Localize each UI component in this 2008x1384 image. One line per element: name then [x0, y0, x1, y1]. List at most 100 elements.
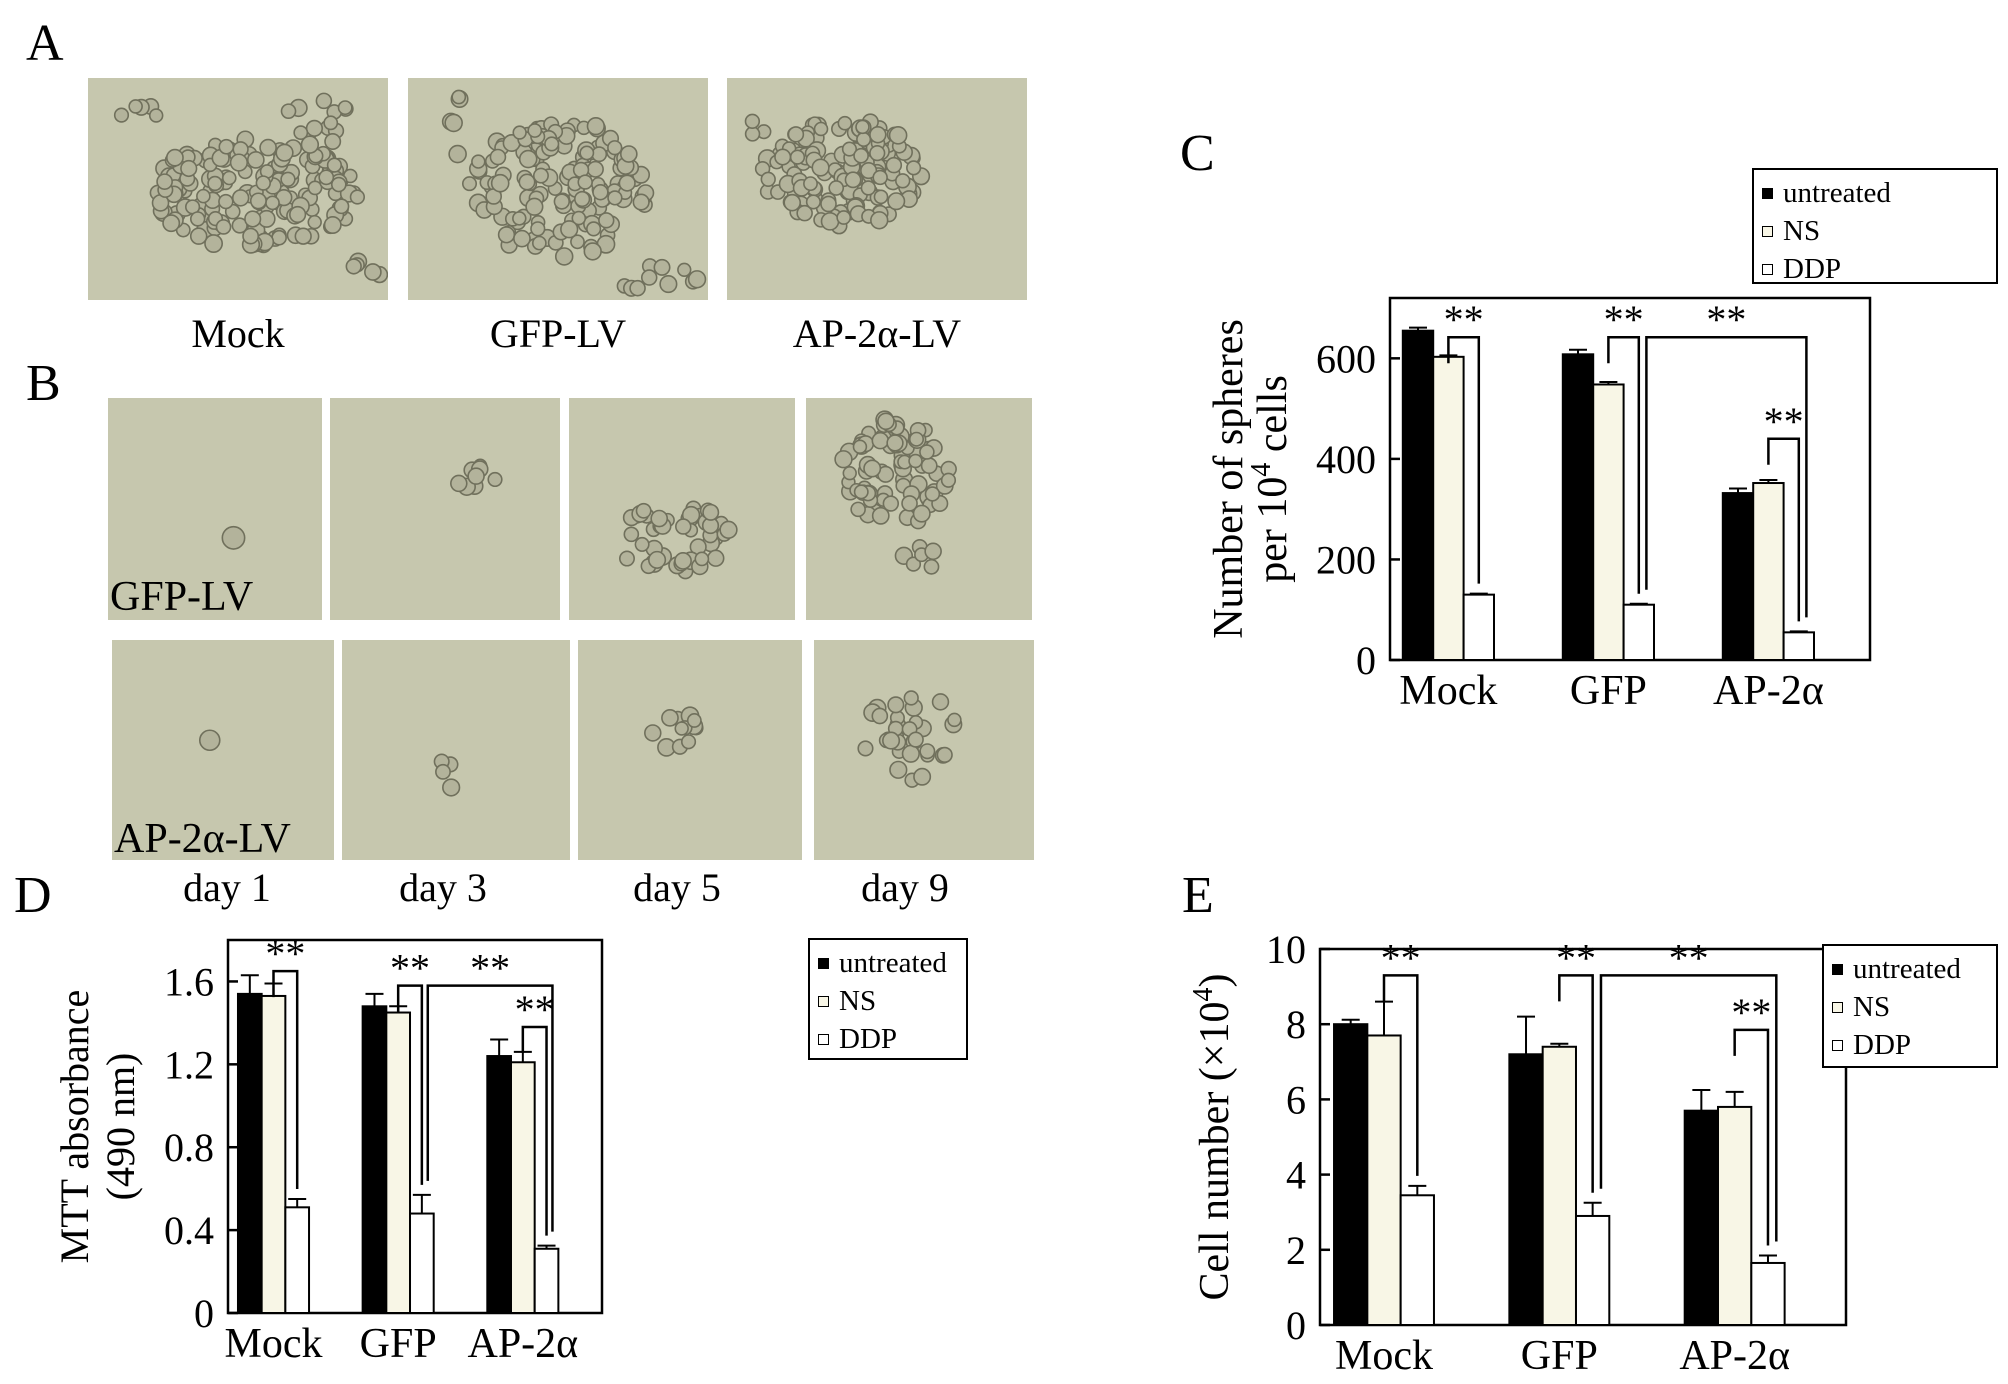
cell-shape	[869, 145, 886, 162]
cell-shape	[333, 198, 350, 215]
cell-shape	[207, 175, 223, 192]
cell-shape	[871, 707, 889, 725]
legend-item-ns: NS	[1832, 988, 1988, 1026]
cell-shape	[461, 176, 478, 192]
cell-shape	[650, 509, 669, 528]
cell-shape	[512, 125, 527, 140]
cell-shape	[231, 189, 250, 207]
bar-ns-0	[1432, 355, 1465, 661]
cell-shape	[853, 147, 869, 164]
micrograph-b-gfp-day3	[330, 398, 560, 620]
cell-shape	[919, 743, 936, 760]
cell-shape	[629, 279, 646, 297]
cell-shape	[337, 100, 353, 116]
significance-bracket	[521, 1025, 548, 1236]
legend-label: NS	[1783, 214, 1821, 247]
cell-shape	[577, 174, 593, 190]
cell-shape	[544, 136, 560, 152]
panel-label-b: B	[26, 355, 61, 412]
significance-label: **	[265, 931, 305, 976]
x-category-label: AP-2α	[1713, 668, 1824, 714]
cell-shape	[675, 518, 692, 535]
cell-shape	[901, 495, 918, 512]
significance-bracket	[426, 984, 554, 1232]
cell-shape	[198, 729, 221, 752]
significance-label: **	[1381, 935, 1421, 980]
legend-item-ddp: DDP	[1762, 250, 1988, 288]
legend-swatch	[1832, 1039, 1843, 1051]
caption-b-day9: day 9	[861, 865, 949, 910]
photo-background	[342, 640, 570, 860]
cell-shape	[592, 184, 609, 201]
cell-shape	[885, 156, 903, 174]
significance-bracket	[1645, 335, 1808, 618]
micrograph-b-gfp-day9	[806, 398, 1032, 620]
cell-shape	[619, 145, 638, 163]
cell-shape	[674, 551, 692, 570]
cell-shape	[820, 212, 840, 231]
cell-shape	[905, 556, 922, 572]
cell-shape	[940, 472, 957, 488]
cell-shape	[162, 214, 181, 233]
svg-text:(490 nm): (490 nm)	[98, 1053, 143, 1201]
cell-shape	[148, 108, 164, 123]
bar-ddp-1	[1574, 1214, 1611, 1326]
cell-shape	[850, 501, 866, 518]
y-tick-label: 4	[1286, 1153, 1306, 1198]
cell-shape	[442, 778, 461, 797]
cell-shape	[586, 116, 605, 136]
svg-text:MTT absorbance: MTT absorbance	[52, 990, 97, 1264]
cell-shape	[518, 149, 538, 169]
cell-shape	[246, 151, 265, 169]
cell-shape	[280, 171, 296, 187]
cell-shape	[467, 467, 485, 485]
significance-label: **	[1764, 399, 1804, 444]
significance-bracket	[1733, 1028, 1770, 1246]
cell-shape	[860, 162, 878, 180]
legend-swatch	[1762, 263, 1773, 275]
x-category-label: GFP	[360, 1321, 437, 1367]
cell-shape	[844, 171, 862, 189]
cell-shape	[618, 550, 635, 567]
legend-c: untreated NS DDP	[1752, 168, 1998, 284]
cell-shape	[919, 444, 935, 460]
cell-shape	[444, 113, 463, 133]
cell-shape	[323, 115, 339, 131]
cell-shape	[680, 734, 697, 750]
cell-shape	[196, 188, 211, 204]
micrograph-a-ap2a	[727, 78, 1027, 300]
cell-shape	[271, 229, 287, 246]
cell-shape	[856, 131, 872, 147]
cell-shape	[244, 210, 262, 228]
cell-shape	[249, 192, 267, 210]
cell-shape	[796, 204, 813, 222]
bar-untreated-2	[1721, 492, 1755, 661]
cell-shape	[852, 439, 868, 454]
cell-shape	[694, 551, 710, 567]
x-category-label: Mock	[1399, 668, 1497, 714]
x-category-label: AP-2α	[1679, 1333, 1790, 1379]
cell-shape	[527, 123, 543, 138]
y-tick-label: 0.4	[164, 1208, 214, 1253]
cell-shape	[931, 693, 950, 711]
cell-shape	[349, 189, 366, 205]
cell-shape	[677, 262, 692, 277]
legend-label: NS	[839, 984, 877, 1017]
legend-item-untreated: untreated	[818, 944, 958, 982]
bar-untreated-1	[361, 1005, 388, 1315]
micrograph-b-ap2a-day3	[342, 640, 570, 860]
cell-shape	[882, 495, 900, 512]
bar-untreated-1	[1508, 1053, 1544, 1326]
cell-shape	[887, 696, 905, 714]
caption-a-ap2a: AP-2α-LV	[792, 311, 962, 356]
cell-shape	[532, 167, 549, 184]
svg-text:Number of spheres: Number of spheres	[1206, 319, 1252, 639]
cell-shape	[300, 135, 320, 154]
cell-shape	[687, 270, 707, 289]
bar-ddp-1	[1622, 603, 1656, 662]
cell-shape	[489, 148, 507, 166]
panel-label-e: E	[1182, 867, 1214, 924]
cell-shape	[289, 205, 307, 224]
bar-untreated-2	[1683, 1109, 1720, 1326]
cell-shape	[259, 138, 277, 157]
